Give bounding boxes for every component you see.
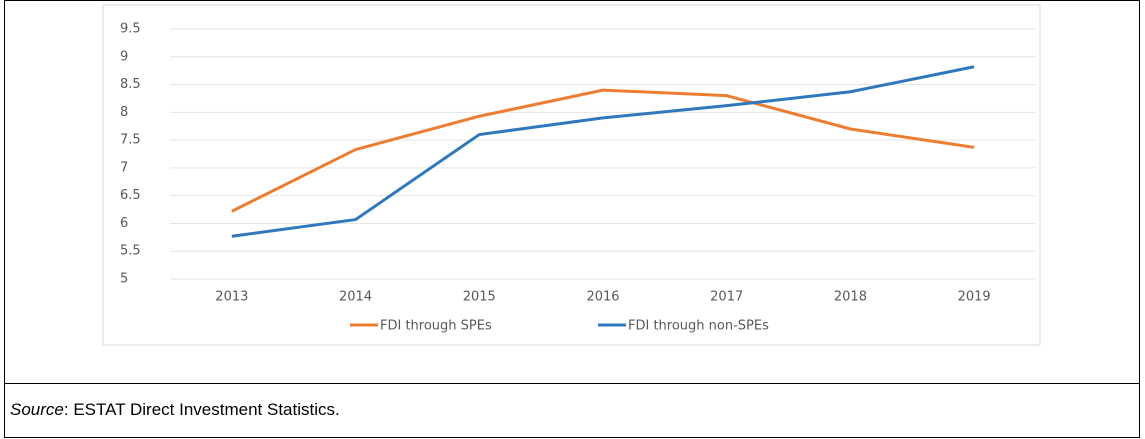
table-frame: [4, 0, 1140, 438]
x-tick-label: 2016: [586, 290, 619, 305]
x-tick-label: 2019: [958, 290, 991, 305]
y-tick-label: 5: [120, 272, 128, 287]
x-tick-label: 2015: [463, 290, 496, 305]
y-tick-label: 8.5: [120, 77, 141, 92]
y-tick-label: 7: [120, 160, 128, 175]
x-tick-label: 2017: [710, 290, 743, 305]
y-tick-label: 9: [120, 49, 128, 64]
source-label: Source: [10, 400, 64, 419]
y-tick-label: 5.5: [120, 244, 141, 259]
source-note: Source: ESTAT Direct Investment Statisti…: [10, 400, 340, 420]
x-tick-label: 2018: [834, 290, 867, 305]
legend-label: FDI through non-SPEs: [628, 319, 769, 334]
y-tick-label: 6.5: [120, 188, 141, 203]
legend-label: FDI through SPEs: [380, 319, 492, 334]
series-line: [231, 65, 975, 238]
series-line: [231, 88, 975, 213]
row-divider: [4, 383, 1140, 384]
y-tick-label: 6: [120, 216, 128, 231]
source-text: : ESTAT Direct Investment Statistics.: [63, 400, 340, 419]
x-tick-label: 2013: [215, 290, 248, 305]
y-tick-label: 7.5: [120, 133, 141, 148]
x-tick-label: 2014: [339, 290, 372, 305]
y-tick-label: 8: [120, 105, 128, 120]
chart-area: [102, 4, 1041, 346]
y-tick-label: 9.5: [120, 22, 141, 37]
